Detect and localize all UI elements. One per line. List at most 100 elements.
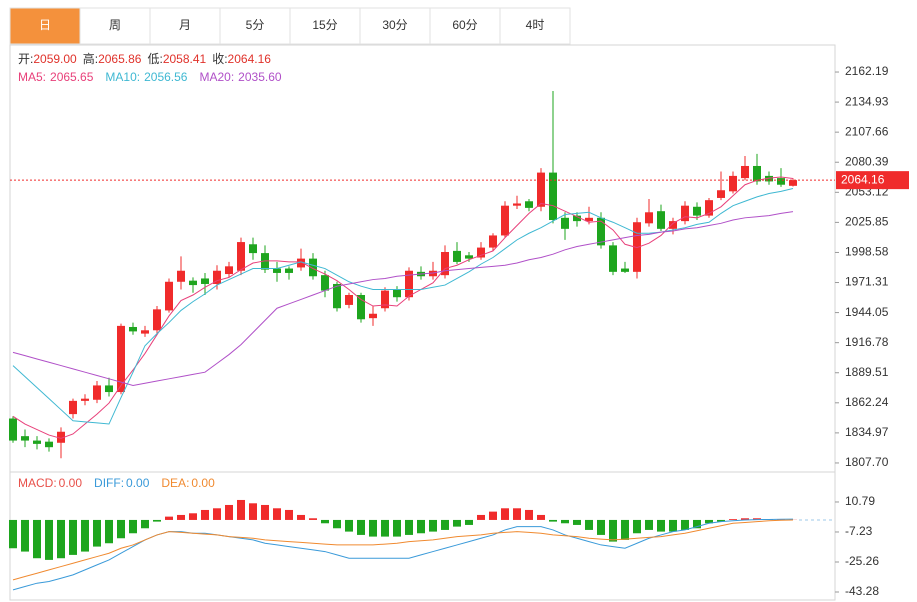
macd-legend: MACD: 0.00 DIFF: 0.00 DEA: 0.00	[18, 476, 215, 490]
macd-bar	[297, 514, 305, 520]
macd-bar	[357, 519, 365, 535]
tab-label[interactable]: 月	[179, 18, 191, 32]
macd-bar	[81, 519, 89, 552]
y-tick-label: 1971.31	[845, 275, 889, 289]
macd-bar	[669, 519, 677, 532]
tab-label[interactable]: 4时	[526, 18, 545, 32]
macd-bar	[381, 519, 389, 537]
macd-bar	[249, 503, 257, 520]
candle-body	[525, 201, 533, 208]
candle-body	[477, 247, 485, 258]
macd-bar	[285, 509, 293, 520]
macd-bar	[45, 519, 53, 560]
macd-bar	[177, 514, 185, 520]
candle-body	[609, 245, 617, 272]
legend-value: 2056.56	[144, 70, 188, 84]
candle-body	[81, 398, 89, 401]
legend-value: 0.00	[59, 476, 83, 490]
candle-body	[237, 242, 245, 271]
candle-body	[681, 205, 689, 222]
macd-bar	[93, 519, 101, 547]
tab[interactable]: 月	[149, 7, 221, 45]
legend-name: DEA:	[161, 476, 189, 490]
macd-bar	[57, 519, 65, 559]
candle-body	[657, 211, 665, 229]
tab-background[interactable]	[149, 7, 221, 45]
macd-bar	[261, 504, 269, 520]
tab[interactable]: 日	[9, 7, 81, 45]
y-tick-label: 1916.78	[845, 335, 889, 349]
candle-body	[753, 165, 761, 182]
y-tick-label: -43.28	[845, 584, 879, 598]
info-value: 2065.86	[98, 52, 142, 66]
macd-bar	[453, 519, 461, 527]
macd-bar	[681, 519, 689, 530]
candle-body	[537, 172, 545, 207]
tab-background[interactable]	[79, 7, 151, 45]
legend-name: MA20:	[199, 70, 234, 84]
tab[interactable]: 60分	[429, 7, 501, 45]
candle-body	[441, 251, 449, 276]
tab-label[interactable]: 日	[39, 18, 51, 32]
candle-body	[453, 250, 461, 262]
tab-background[interactable]	[499, 7, 571, 45]
macd-bar	[609, 519, 617, 542]
tab-background[interactable]	[359, 7, 431, 45]
tab-label[interactable]: 周	[109, 18, 121, 32]
candle-body	[93, 385, 101, 400]
tab[interactable]: 5分	[219, 7, 291, 45]
candle-body	[273, 268, 281, 273]
tab-label[interactable]: 30分	[382, 18, 407, 32]
legend-name: MA10:	[105, 70, 140, 84]
candle-body	[177, 270, 185, 282]
candle-body	[45, 441, 53, 448]
ma-line	[12, 176, 794, 439]
candle-body	[309, 258, 317, 277]
candle-body	[501, 205, 509, 236]
tab-background[interactable]	[289, 7, 361, 45]
candle-body	[669, 221, 677, 229]
candle-body	[405, 270, 413, 298]
candle-body	[153, 309, 161, 331]
candle-body	[321, 275, 329, 291]
macd-bar	[129, 519, 137, 534]
tab[interactable]: 周	[79, 7, 151, 45]
macd-bar	[321, 519, 329, 524]
tab-background[interactable]	[429, 7, 501, 45]
y-tick-label: 1944.05	[845, 305, 889, 319]
macd-bar	[597, 519, 605, 535]
candle-body	[429, 270, 437, 277]
tab-background[interactable]	[9, 7, 81, 45]
macd-bar	[645, 519, 653, 530]
tab-label[interactable]: 15分	[312, 18, 337, 32]
macd-bar	[405, 519, 413, 535]
candle-body	[549, 172, 557, 221]
tab[interactable]: 15分	[289, 7, 361, 45]
macd-bar	[189, 513, 197, 520]
macd-bar	[117, 519, 125, 539]
legend-value: 2065.65	[50, 70, 94, 84]
candle-body	[741, 165, 749, 179]
macd-bar	[549, 519, 557, 522]
candle-body	[717, 190, 725, 198]
candle-body	[693, 206, 701, 216]
tab-label[interactable]: 60分	[452, 18, 477, 32]
info-value: 2058.41	[163, 52, 207, 66]
macd-bar	[105, 519, 113, 544]
tab[interactable]: 30分	[359, 7, 431, 45]
candle-body	[777, 178, 785, 185]
macd-bar	[633, 519, 641, 534]
candle-body	[645, 212, 653, 224]
tab-label[interactable]: 5分	[246, 18, 265, 32]
candle-body	[345, 295, 353, 305]
candle-body	[633, 222, 641, 272]
macd-bar	[693, 519, 701, 529]
macd-bar	[273, 508, 281, 520]
candle-body	[573, 215, 581, 222]
y-tick-label: 1862.24	[845, 395, 889, 409]
y-tick-label: 2107.66	[845, 124, 889, 138]
tab[interactable]: 4时	[499, 7, 571, 45]
candle-body	[705, 200, 713, 216]
